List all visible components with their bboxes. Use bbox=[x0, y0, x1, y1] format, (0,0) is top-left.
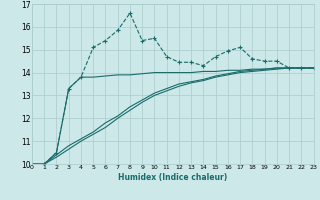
X-axis label: Humidex (Indice chaleur): Humidex (Indice chaleur) bbox=[118, 173, 228, 182]
